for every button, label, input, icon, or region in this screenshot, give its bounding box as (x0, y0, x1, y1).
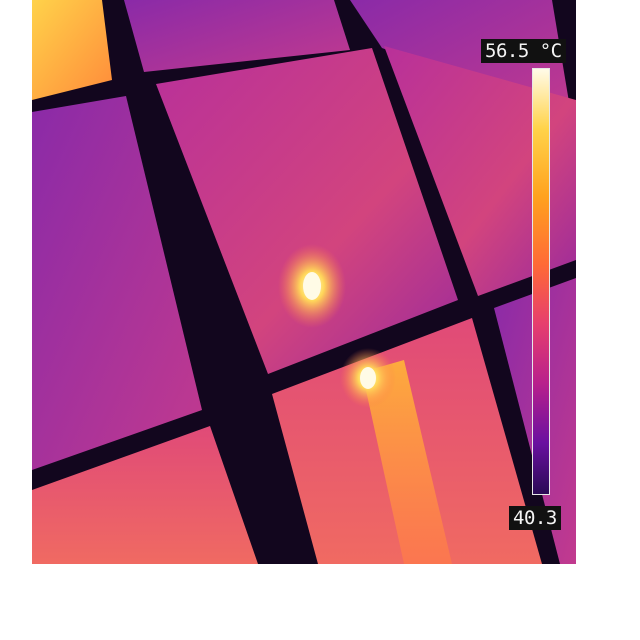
cell-bottom-left (32, 426, 258, 564)
temperature-max-label: 56.5 °C (481, 39, 566, 63)
thermal-image (32, 0, 576, 564)
hotspot-lower-core (360, 367, 376, 389)
hotspot-upper-core (303, 272, 321, 300)
cell-right (384, 46, 576, 296)
cell-top-left-hot (32, 0, 112, 100)
cell-top-mid (124, 0, 350, 72)
cell-center (156, 48, 458, 374)
temperature-colorbar (532, 68, 550, 495)
temperature-min-label: 40.3 (509, 506, 561, 530)
cell-left (32, 96, 202, 470)
thermal-scene (32, 0, 576, 564)
hot-stripe (362, 360, 452, 564)
